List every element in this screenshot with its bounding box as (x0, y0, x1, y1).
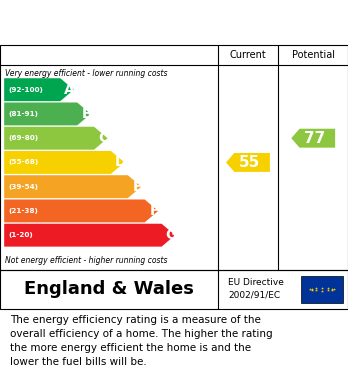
Text: (81-91): (81-91) (8, 111, 38, 117)
Text: (55-68): (55-68) (8, 160, 39, 165)
Polygon shape (4, 78, 74, 101)
Text: Energy Efficiency Rating: Energy Efficiency Rating (10, 15, 220, 30)
Text: B: B (81, 107, 92, 121)
Text: (69-80): (69-80) (8, 135, 39, 141)
Text: 55: 55 (239, 155, 260, 170)
Text: G: G (165, 228, 177, 242)
Bar (301, 276, 343, 303)
Text: E: E (133, 180, 142, 194)
Text: (21-38): (21-38) (8, 208, 38, 214)
Polygon shape (226, 153, 270, 172)
Text: 77: 77 (304, 131, 326, 146)
Text: D: D (114, 156, 126, 169)
Text: F: F (149, 204, 159, 218)
Polygon shape (4, 102, 91, 126)
Text: Current: Current (230, 50, 266, 60)
Polygon shape (4, 127, 108, 150)
Text: Not energy efficient - higher running costs: Not energy efficient - higher running co… (5, 256, 168, 265)
Text: A: A (64, 83, 75, 97)
Text: C: C (98, 131, 109, 145)
Text: Very energy efficient - lower running costs: Very energy efficient - lower running co… (5, 68, 168, 77)
Text: Potential: Potential (292, 50, 335, 60)
Text: The energy efficiency rating is a measure of the
overall efficiency of a home. T: The energy efficiency rating is a measur… (10, 315, 273, 367)
Text: (39-54): (39-54) (8, 184, 38, 190)
Polygon shape (4, 224, 175, 247)
Text: (1-20): (1-20) (8, 232, 33, 238)
Polygon shape (4, 175, 141, 198)
Text: (92-100): (92-100) (8, 87, 43, 93)
Text: England & Wales: England & Wales (24, 280, 194, 298)
Polygon shape (4, 199, 158, 222)
Polygon shape (291, 129, 335, 148)
Text: EU Directive
2002/91/EC: EU Directive 2002/91/EC (228, 278, 284, 299)
Polygon shape (4, 151, 125, 174)
